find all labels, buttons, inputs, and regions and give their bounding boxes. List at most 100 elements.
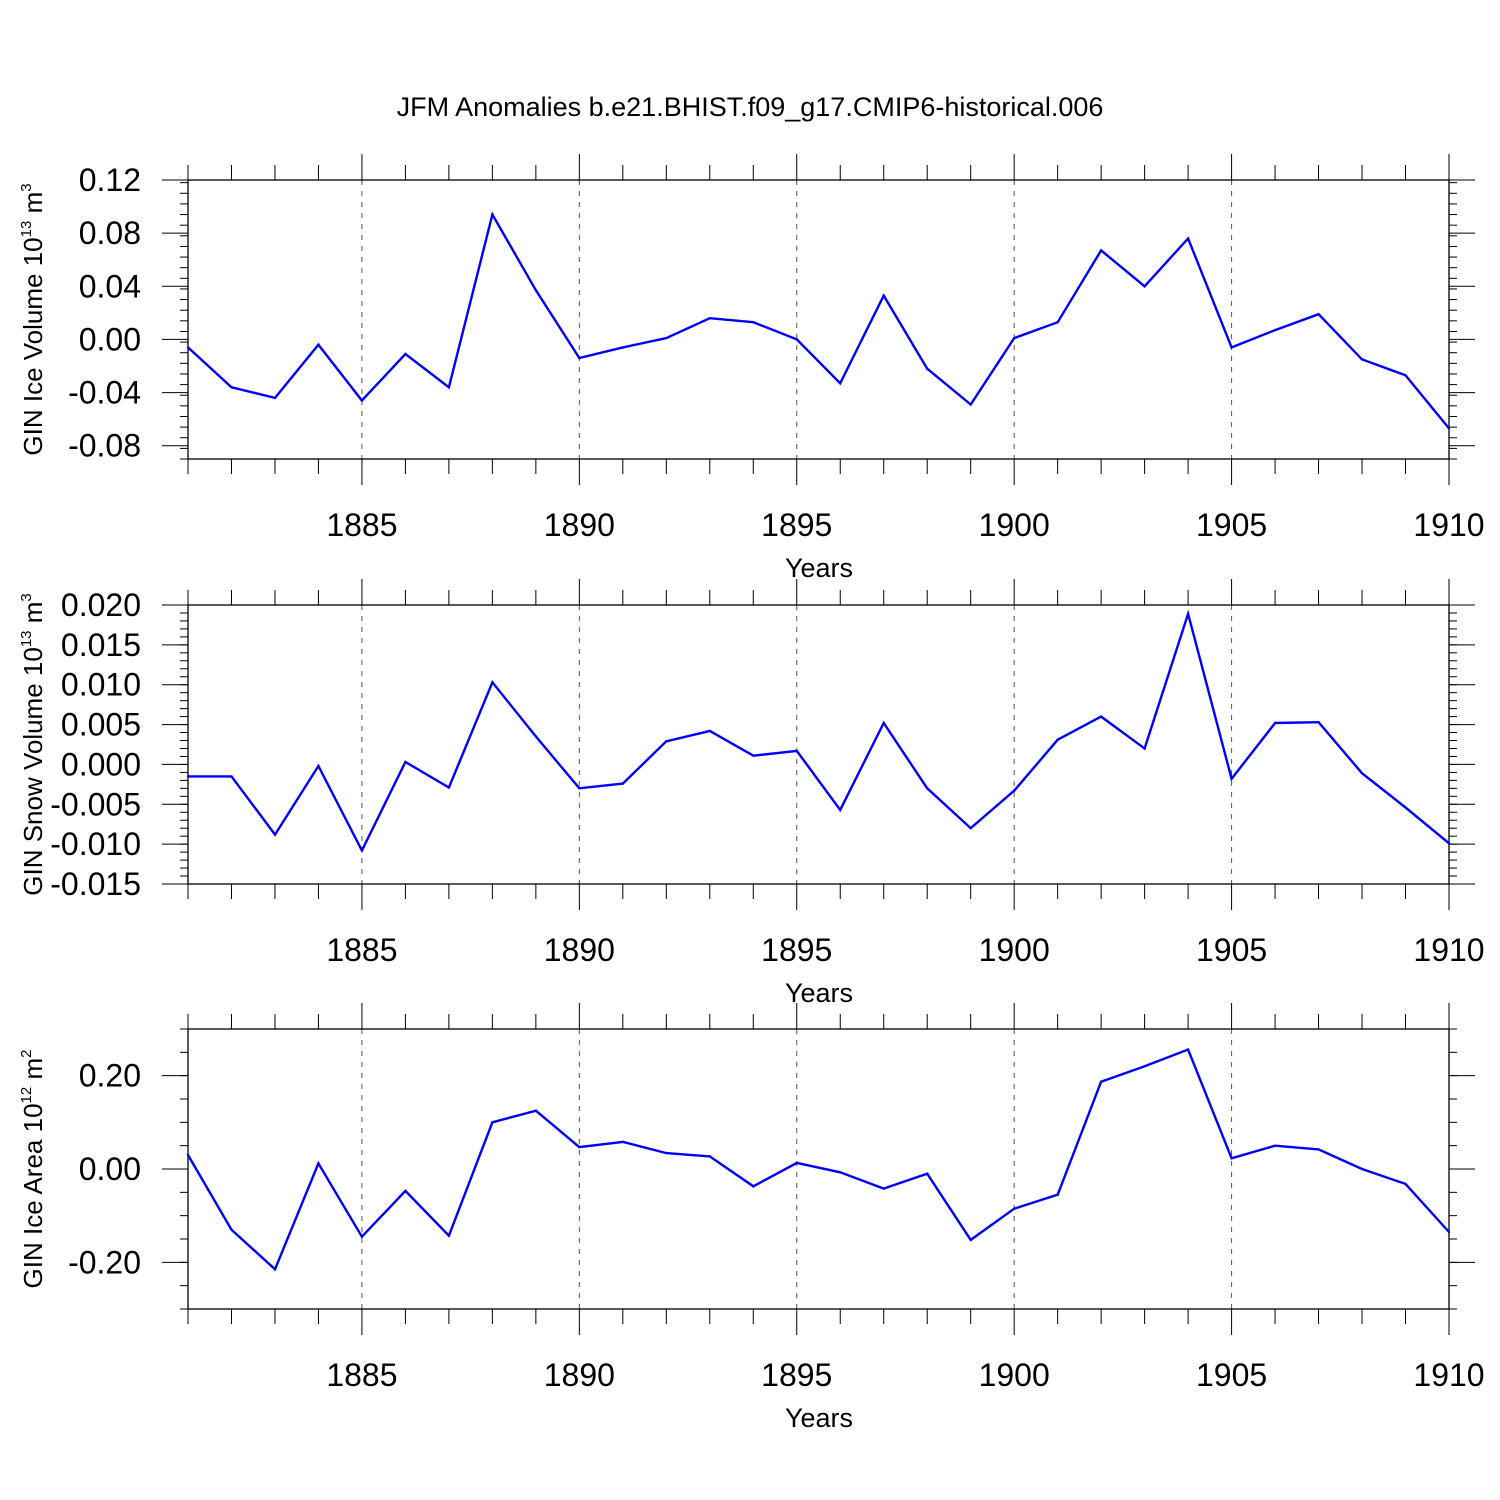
data-point <box>1447 427 1451 430</box>
x-tick-label: 1905 <box>1196 1357 1267 1393</box>
y-tick-label: -0.08 <box>68 428 141 464</box>
data-point <box>1013 1207 1016 1210</box>
x-tick-label: 1900 <box>979 507 1050 543</box>
data-point <box>1360 1167 1364 1171</box>
x-tick-label: 1890 <box>544 1357 615 1393</box>
data-point <box>317 1162 320 1165</box>
x-tick-label: 1900 <box>979 932 1050 968</box>
data-point <box>230 1228 233 1231</box>
data-point <box>273 1268 277 1271</box>
data-point <box>1404 806 1407 809</box>
y-axis-label: GIN Ice Volume 1013 m3 <box>18 183 48 455</box>
data-point <box>839 1171 842 1174</box>
data-point <box>534 735 538 738</box>
data-point <box>1186 237 1190 240</box>
data-point <box>969 827 972 830</box>
y-tick-label: 0.04 <box>79 268 141 304</box>
data-point <box>752 321 755 324</box>
data-point <box>360 1235 364 1238</box>
data-point <box>752 1185 755 1188</box>
y-tick-label: -0.04 <box>68 375 141 411</box>
x-tick-label: 1900 <box>979 1357 1050 1393</box>
y-tick-label: 0.00 <box>79 321 141 357</box>
data-point <box>1143 747 1146 750</box>
data-point <box>447 786 451 789</box>
data-point <box>1317 313 1320 316</box>
x-tick-label: 1885 <box>326 1357 397 1393</box>
data-point <box>708 1155 711 1158</box>
y-tick-label: 0.015 <box>61 627 141 663</box>
data-point <box>1230 1157 1233 1160</box>
data-point <box>1056 738 1059 741</box>
series-line-3 <box>186 1047 1450 1272</box>
data-point <box>273 396 277 400</box>
x-tick-label: 1885 <box>326 507 397 543</box>
data-point <box>621 346 624 349</box>
x-tick-label: 1895 <box>761 507 832 543</box>
y-tick-label: 0.12 <box>79 162 141 198</box>
data-point <box>795 338 798 341</box>
x-tick-label: 1910 <box>1413 1357 1484 1393</box>
data-point <box>926 1172 929 1175</box>
x-tick-label: 1885 <box>326 932 397 968</box>
data-point <box>1013 336 1016 340</box>
data-point <box>1099 249 1103 252</box>
y-tick-label: 0.020 <box>61 587 141 623</box>
data-point <box>186 346 190 349</box>
x-tick-label: 1905 <box>1196 507 1267 543</box>
plot-frame <box>187 1028 1450 1310</box>
series-line-1 <box>187 211 1450 430</box>
data-point <box>230 386 233 389</box>
data-point <box>1273 1144 1277 1147</box>
data-point <box>1317 1148 1320 1151</box>
data-point <box>534 1109 538 1112</box>
data-point <box>578 787 581 790</box>
x-tick-label: 1910 <box>1413 507 1484 543</box>
data-point <box>186 1153 190 1157</box>
data-point <box>360 399 364 402</box>
data-point <box>1447 842 1451 845</box>
x-tick-label: 1890 <box>544 507 615 543</box>
data-point <box>926 367 929 370</box>
data-point <box>404 352 407 356</box>
x-tick-label: 1895 <box>761 932 832 968</box>
data-point <box>273 833 277 836</box>
data-point <box>1360 358 1364 361</box>
data-point <box>926 787 929 790</box>
data-point <box>1230 346 1233 349</box>
data-point <box>1099 1080 1103 1083</box>
data-point <box>1447 1230 1451 1234</box>
data-point <box>969 403 972 406</box>
y-tick-label: -0.015 <box>50 866 141 902</box>
data-point <box>491 213 494 216</box>
y-tick-label: -0.005 <box>50 786 141 822</box>
data-point <box>708 317 711 320</box>
data-point <box>1013 789 1016 792</box>
data-point <box>317 764 320 768</box>
data-point <box>1143 1065 1146 1068</box>
y-axis-label: GIN Ice Area 1012 m2 <box>18 1050 48 1289</box>
data-point <box>621 782 624 785</box>
data-point <box>404 760 407 764</box>
data-point <box>708 729 711 733</box>
data-point <box>404 1189 407 1193</box>
data-point <box>1056 321 1059 324</box>
x-axis-label: Years <box>785 978 853 1008</box>
data-point <box>882 721 885 725</box>
x-tick-label: 1910 <box>1413 932 1484 968</box>
y-tick-label: 0.010 <box>61 667 141 703</box>
y-tick-label: -0.20 <box>68 1244 141 1280</box>
data-point <box>1230 777 1233 780</box>
data-point <box>839 382 842 385</box>
data-point <box>1360 772 1364 775</box>
data-point <box>839 808 842 812</box>
data-point <box>1186 612 1190 615</box>
data-point <box>1317 721 1320 724</box>
data-point <box>578 356 581 360</box>
y-tick-label: 0.20 <box>79 1058 141 1094</box>
data-point <box>1273 328 1277 332</box>
series-line-2 <box>188 609 1450 854</box>
y-tick-label: 0.000 <box>61 746 141 782</box>
